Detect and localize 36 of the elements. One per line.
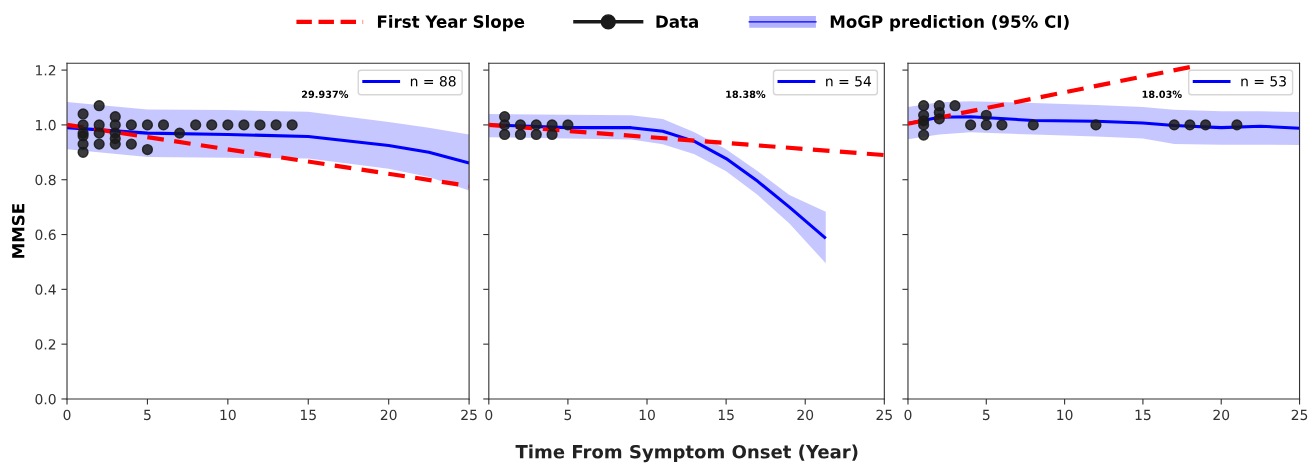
x-tick-label: 25 (876, 409, 892, 421)
x-tick-label: 15 (1135, 409, 1151, 421)
annotation: 18.03% (1142, 90, 1182, 98)
y-tick-label: 0.4 (35, 284, 56, 295)
x-tick-label: 15 (718, 409, 734, 421)
x-tick-label: 25 (1291, 409, 1308, 421)
x-tick-label: 10 (1057, 409, 1073, 421)
x-tick-label: 0 (904, 409, 912, 421)
y-axis-title: MMSE (11, 204, 25, 258)
annotation: n = 88 (410, 75, 456, 87)
x-tick-label: 5 (982, 409, 990, 421)
x-tick-label: 0 (485, 409, 493, 421)
y-tick-label: 0.2 (35, 339, 56, 350)
x-tick-label: 5 (144, 409, 151, 421)
x-tick-label: 20 (380, 409, 397, 421)
annotation: n = 54 (826, 76, 872, 87)
annotation: 29.937% (301, 90, 349, 98)
x-tick-label: 10 (220, 409, 236, 421)
x-axis-title: Time From Symptom Onset (Year) (515, 444, 858, 463)
legend-label: Data (656, 15, 698, 28)
x-tick-label: 0 (63, 409, 71, 421)
x-tick-label: 5 (564, 409, 572, 421)
y-tick-label: 1.0 (36, 119, 56, 131)
y-tick-label: 0.0 (35, 393, 56, 405)
y-tick-label: 1.2 (36, 65, 56, 76)
legend-label: First Year Slope (377, 15, 525, 32)
annotation: n = 53 (1241, 75, 1286, 87)
x-tick-label: 10 (639, 409, 655, 421)
y-tick-label: 0.6 (35, 229, 56, 240)
x-tick-label: 15 (300, 409, 316, 421)
legend-label: MoGP prediction (95% CI) (830, 15, 1069, 32)
annotation: 18.38% (726, 90, 766, 98)
x-tick-label: 20 (1213, 409, 1230, 421)
x-tick-label: 20 (797, 409, 814, 421)
y-tick-label: 0.8 (35, 174, 56, 186)
x-tick-label: 25 (461, 409, 477, 421)
